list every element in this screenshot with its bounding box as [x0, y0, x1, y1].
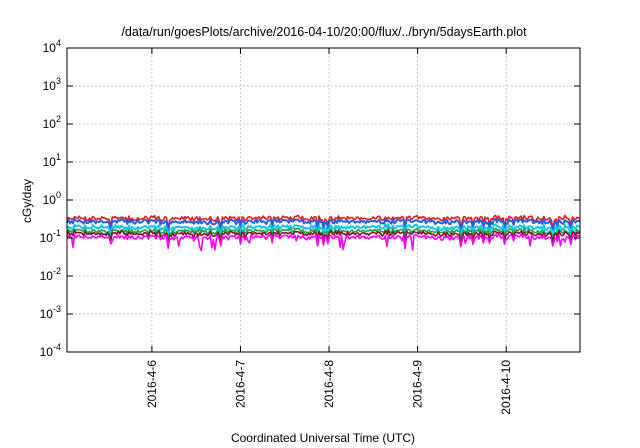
series-line — [66, 217, 581, 235]
x-tick-label: 2016-4-8 — [322, 360, 336, 408]
x-tick-label: 2016-4-6 — [145, 360, 159, 408]
y-tick-label: 104 — [43, 38, 61, 55]
x-tick-label: 2016-4-7 — [233, 360, 247, 408]
x-tick-label: 2016-4-10 — [499, 360, 513, 415]
y-tick-label: 103 — [43, 76, 61, 93]
y-axis-label: cGy/day — [20, 179, 34, 223]
y-tick-label: 100 — [43, 190, 61, 207]
x-axis-label: Coordinated Universal Time (UTC) — [231, 431, 415, 445]
grid — [67, 48, 580, 352]
y-tick-label: 102 — [43, 114, 61, 131]
y-tick-label: 10-1 — [40, 228, 61, 245]
plot-frame — [66, 47, 581, 353]
chart-title: /data/run/goesPlots/archive/2016-04-10/2… — [121, 25, 527, 39]
y-tick-label: 101 — [43, 152, 61, 169]
x-tick-label: 2016-4-9 — [411, 360, 425, 408]
series-line — [66, 233, 581, 252]
y-tick-label: 10-3 — [40, 304, 61, 321]
y-tick-label: 10-4 — [40, 342, 61, 359]
axes: 10-4 10-3 10-2 10-1 100 101 102 103 104 2016-4-6 2… — [40, 38, 581, 415]
y-tick-label: 10-2 — [40, 266, 61, 283]
series-group — [66, 214, 581, 252]
